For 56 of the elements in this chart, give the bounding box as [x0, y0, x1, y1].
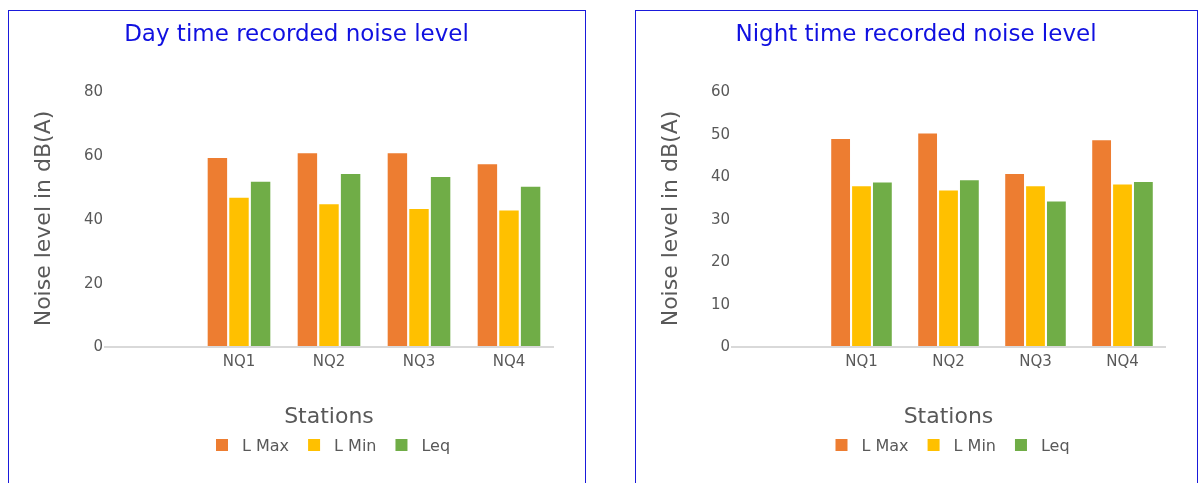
- bar: [959, 180, 979, 346]
- x-tick-label: NQ4: [1106, 352, 1139, 370]
- bar: [207, 157, 228, 346]
- y-axis-title: Noise level in dB(A): [30, 110, 55, 327]
- y-axis-title: Noise level in dB(A): [657, 110, 682, 327]
- bar: [852, 186, 871, 346]
- bar: [1005, 173, 1025, 346]
- bar: [250, 181, 271, 346]
- bar: [340, 173, 361, 346]
- y-tick-label: 30: [710, 209, 730, 228]
- bar: [319, 204, 339, 346]
- chart-title: Night time recorded noise level: [735, 20, 1097, 47]
- legend-label: L Max: [242, 436, 290, 456]
- bar: [1133, 181, 1153, 346]
- y-tick-label: 0: [720, 337, 730, 356]
- x-tick-label: NQ2: [932, 352, 965, 370]
- bar: [872, 182, 892, 346]
- x-axis-title: Stations: [284, 403, 374, 428]
- bar: [1026, 186, 1045, 346]
- bar: [387, 153, 408, 346]
- y-tick-label: 20: [83, 273, 103, 292]
- y-tick-label: 0: [93, 337, 103, 356]
- bar: [477, 164, 498, 346]
- bar: [430, 177, 451, 346]
- bar: [1046, 201, 1066, 346]
- x-tick-label: NQ1: [222, 352, 256, 370]
- bar: [229, 197, 249, 346]
- bar: [918, 133, 938, 346]
- y-tick-label: 60: [83, 146, 103, 164]
- bar: [520, 186, 541, 346]
- legend-label: L Min: [953, 436, 996, 456]
- x-tick-label: NQ3: [402, 352, 436, 370]
- bar: [297, 153, 318, 346]
- bar: [499, 210, 519, 346]
- y-tick-label: 80: [83, 82, 103, 101]
- legend-label: L Max: [861, 436, 909, 456]
- bar: [1092, 140, 1112, 346]
- x-tick-label: NQ4: [492, 352, 526, 370]
- legend-label: Leq: [421, 436, 451, 456]
- y-tick-label: 40: [83, 209, 103, 228]
- x-tick-label: NQ2: [312, 352, 346, 370]
- x-axis-title: Stations: [903, 403, 994, 428]
- bar: [939, 190, 958, 346]
- bar: [831, 139, 851, 346]
- y-tick-label: 60: [710, 82, 730, 101]
- x-tick-label: NQ1: [845, 352, 878, 370]
- chart-title: Day time recorded noise level: [124, 20, 469, 47]
- y-tick-label: 40: [710, 167, 730, 186]
- y-tick-label: 10: [710, 294, 730, 313]
- y-tick-label: 20: [710, 252, 730, 271]
- legend-label: L Min: [334, 436, 377, 456]
- bar: [409, 208, 429, 346]
- y-tick-label: 50: [710, 124, 730, 143]
- legend-label: Leq: [1040, 436, 1070, 456]
- x-tick-label: NQ3: [1019, 352, 1052, 370]
- bar: [1113, 184, 1132, 346]
